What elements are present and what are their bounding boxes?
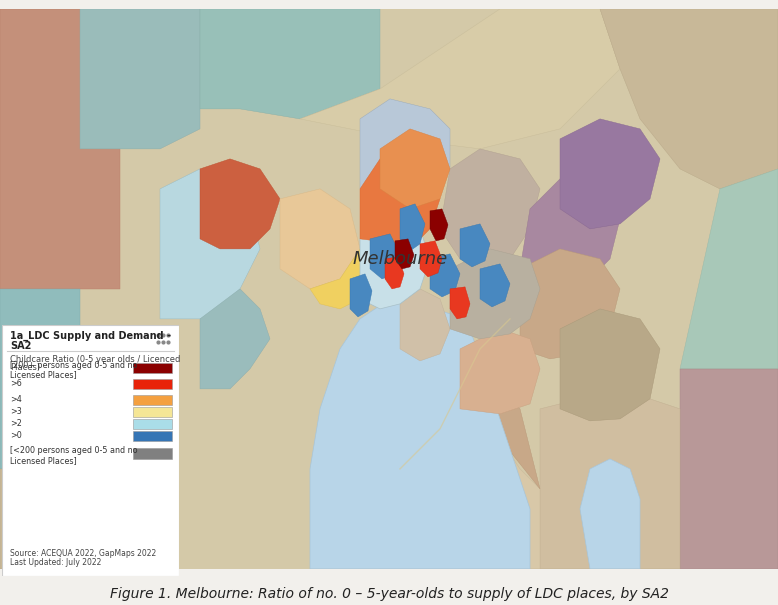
Bar	[133, 363, 172, 373]
Polygon shape	[160, 169, 260, 319]
Bar	[0, 9, 120, 289]
Polygon shape	[450, 287, 470, 319]
Polygon shape	[520, 249, 620, 359]
Polygon shape	[400, 289, 450, 361]
Polygon shape	[370, 234, 400, 279]
Bar	[133, 395, 172, 405]
Polygon shape	[600, 9, 778, 189]
Text: >0: >0	[10, 431, 23, 440]
Bar	[0, 289, 80, 469]
Polygon shape	[80, 9, 200, 149]
Bar	[133, 431, 172, 441]
Text: >4: >4	[10, 395, 23, 404]
Polygon shape	[350, 274, 372, 317]
Polygon shape	[580, 459, 640, 569]
Polygon shape	[380, 429, 540, 569]
Text: [<200 persons aged 0-5 and no: [<200 persons aged 0-5 and no	[10, 446, 138, 455]
Polygon shape	[200, 289, 270, 389]
Text: Melbourne: Melbourne	[352, 250, 447, 268]
Bar	[133, 448, 172, 459]
Text: SA2: SA2	[10, 341, 32, 352]
Text: [200+ persons aged 0-5 and no: [200+ persons aged 0-5 and no	[10, 361, 138, 370]
Polygon shape	[680, 169, 778, 369]
Polygon shape	[540, 389, 680, 569]
Polygon shape	[385, 257, 404, 289]
Text: >3: >3	[10, 407, 23, 416]
Polygon shape	[560, 119, 660, 229]
Polygon shape	[440, 149, 540, 269]
Polygon shape	[460, 224, 490, 267]
Text: 1a_LDC Supply and Demand -: 1a_LDC Supply and Demand -	[10, 331, 171, 341]
Polygon shape	[520, 179, 620, 294]
Polygon shape	[460, 389, 540, 489]
Polygon shape	[430, 254, 460, 297]
Polygon shape	[400, 204, 425, 251]
Bar	[133, 407, 172, 417]
Text: Childcare Ratio (0-5 year olds / Licenced: Childcare Ratio (0-5 year olds / Licence…	[10, 355, 180, 364]
Polygon shape	[430, 209, 448, 241]
Polygon shape	[380, 129, 450, 209]
Text: Last Updated: July 2022: Last Updated: July 2022	[10, 558, 102, 567]
Bar	[0, 469, 80, 569]
Polygon shape	[395, 239, 414, 269]
Polygon shape	[450, 249, 540, 339]
Polygon shape	[310, 299, 530, 569]
Text: Licensed Places]: Licensed Places]	[10, 371, 77, 379]
Polygon shape	[300, 9, 620, 149]
Polygon shape	[680, 369, 778, 569]
Polygon shape	[200, 159, 280, 249]
Text: >6: >6	[10, 379, 23, 388]
Polygon shape	[360, 209, 430, 309]
Text: Source: ACEQUA 2022, GapMaps 2022: Source: ACEQUA 2022, GapMaps 2022	[10, 549, 156, 558]
Bar	[133, 419, 172, 429]
Polygon shape	[560, 309, 660, 421]
Polygon shape	[460, 329, 540, 414]
Text: Licensed Places]: Licensed Places]	[10, 456, 77, 465]
Polygon shape	[280, 189, 360, 289]
Polygon shape	[420, 241, 442, 277]
Polygon shape	[200, 9, 380, 119]
Bar	[133, 379, 172, 390]
Polygon shape	[310, 249, 370, 309]
Polygon shape	[360, 149, 440, 244]
Polygon shape	[360, 99, 450, 189]
Text: Figure 1. Melbourne: Ratio of no. 0 – 5-year-olds to supply of LDC places, by SA: Figure 1. Melbourne: Ratio of no. 0 – 5-…	[110, 587, 668, 601]
Text: Places): Places)	[10, 363, 40, 372]
Polygon shape	[480, 264, 510, 307]
Text: >2: >2	[10, 419, 23, 428]
